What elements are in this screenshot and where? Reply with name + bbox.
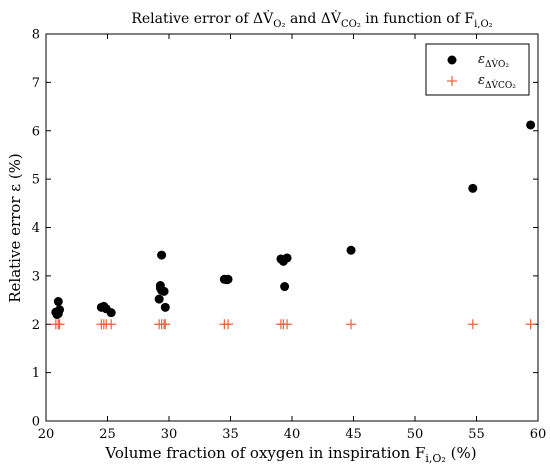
data-point-co2: [160, 319, 171, 330]
legend-marker-co2: [447, 76, 457, 86]
y-tick-label: 8: [32, 28, 40, 43]
x-tick-label: 40: [284, 427, 301, 442]
y-axis-title: Relative error ε (%): [6, 153, 24, 303]
x-tick-label: 35: [222, 427, 239, 442]
y-tick-label: 2: [32, 318, 40, 333]
data-point-co2: [525, 319, 536, 330]
x-tick-label: 50: [407, 427, 424, 442]
data-point-co2: [346, 319, 357, 330]
data-point-co2: [54, 319, 65, 330]
legend-label-o2: εΔV̇O₂: [478, 52, 509, 70]
legend: εΔV̇O₂ εΔV̇CO₂: [425, 43, 530, 96]
y-tick-label: 0: [32, 415, 40, 430]
data-point-o2: [160, 302, 170, 312]
y-tick-label: 4: [32, 221, 40, 236]
x-axis-title: Volume fraction of oxygen in inspiration…: [104, 444, 476, 465]
plot-area: [45, 33, 539, 422]
legend-label-co2: εΔV̇CO₂: [478, 73, 516, 91]
legend-box: [425, 43, 530, 96]
data-point-o2: [159, 286, 169, 296]
data-point-o2: [157, 250, 167, 260]
data-point-o2: [282, 253, 292, 263]
data-point-o2: [53, 309, 63, 319]
x-tick-label: 30: [161, 427, 178, 442]
data-point-o2: [468, 183, 478, 193]
data-point-o2: [280, 282, 290, 292]
y-tick-label: 1: [32, 366, 40, 381]
data-point-co2: [223, 319, 234, 330]
series-co2: [50, 319, 536, 330]
chart-title: Relative error of ΔV̇O₂ and ΔV̇CO₂ in fu…: [131, 9, 492, 30]
data-point-o2: [346, 245, 356, 255]
x-tick-label: 20: [38, 427, 55, 442]
y-tick-label: 6: [32, 124, 40, 139]
x-axis: 20 25 30 35 40 45 50 55 60: [38, 34, 547, 442]
series-o2: [51, 120, 536, 320]
legend-marker-o2: [447, 55, 457, 65]
data-point-o2: [526, 120, 536, 130]
x-tick-label: 25: [99, 427, 116, 442]
data-point-co2: [282, 319, 293, 330]
x-tick-label: 60: [530, 427, 547, 442]
y-tick-label: 3: [32, 269, 40, 284]
data-point-o2: [106, 308, 116, 318]
x-tick-label: 55: [468, 427, 485, 442]
x-tick-label: 45: [345, 427, 362, 442]
data-point-o2: [154, 294, 164, 304]
data-point-co2: [467, 319, 478, 330]
data-point-o2: [53, 297, 63, 307]
y-tick-label: 7: [32, 76, 40, 91]
y-axis: 0 1 2 3 4 5 6 7 8: [32, 28, 538, 430]
data-point-o2: [222, 275, 232, 285]
y-tick-label: 5: [32, 173, 40, 188]
data-point-co2: [106, 319, 117, 330]
